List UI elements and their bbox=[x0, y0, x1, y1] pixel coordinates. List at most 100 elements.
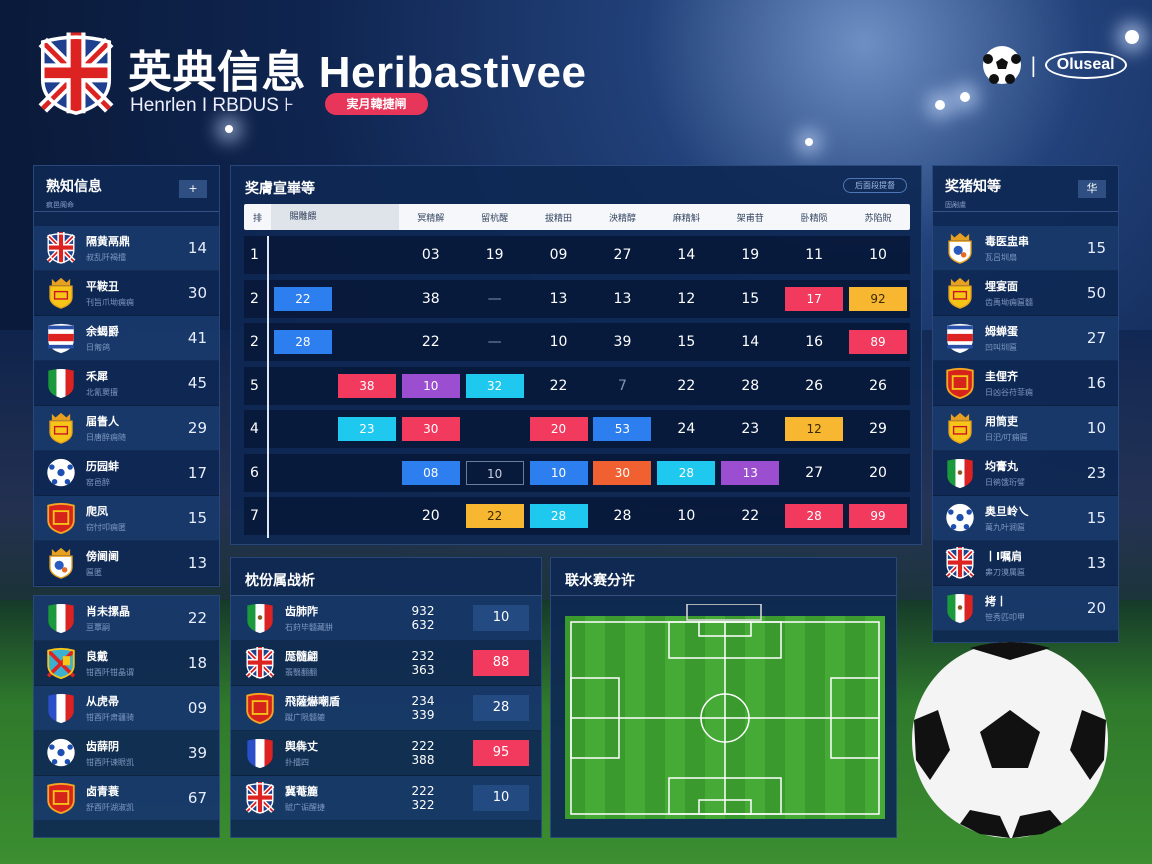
column-header[interactable]: 苏陷貺 bbox=[864, 213, 892, 224]
panel-subtitle: 固剐虞 bbox=[945, 201, 966, 209]
table-row[interactable]: 2 22 38—13 13 12 15 17 92 bbox=[244, 279, 910, 318]
column-header[interactable]: 拔精田 bbox=[545, 213, 573, 224]
team-list-item[interactable]: 齿薛阴 钳酉阡谏眼凯 39 bbox=[34, 731, 219, 776]
team-subtitle: 刊旨爪坳痈痈 bbox=[86, 298, 134, 307]
team-list-item[interactable]: 届眚人 日唐醉痈随 29 bbox=[34, 406, 219, 451]
team-list-item[interactable]: 历园蚌 窑邑醉 17 bbox=[34, 451, 219, 496]
table-row[interactable]: 7 20 22 28 28 10 22 28 99 bbox=[244, 497, 910, 535]
category-pill[interactable]: 実月韓捷闸 bbox=[325, 93, 428, 115]
highlight-chip: 28 bbox=[273, 330, 332, 354]
column-header[interactable]: 泱精醇 bbox=[608, 213, 636, 224]
column-header[interactable]: 冥精解 bbox=[417, 213, 445, 224]
table-cell: 14 bbox=[741, 334, 760, 350]
panel-action-button[interactable]: 华 bbox=[1078, 180, 1106, 198]
team-list-item[interactable]: 平鞍丑 刊旨爪坳痈痈 30 bbox=[34, 271, 219, 316]
column-header[interactable]: 卧精陨 bbox=[800, 213, 828, 224]
team-crest-icon bbox=[46, 412, 76, 444]
team-subtitle: 日鹆饿珩譬 bbox=[985, 478, 1025, 487]
team-list-item[interactable]: 圭俚齐 日凶谷苻菲痈 16 bbox=[933, 361, 1118, 406]
team-list-item[interactable]: 姆蝉蛋 凹叫圳匾 27 bbox=[933, 316, 1118, 361]
rank-cell: 5 bbox=[250, 377, 259, 394]
score-bottom: 322 bbox=[411, 798, 435, 812]
team-name: 傍阃阃 bbox=[86, 550, 119, 563]
panel-title: 联水赛分许 bbox=[551, 558, 896, 596]
highlight-chip: 89 bbox=[849, 330, 908, 354]
team-name: 爬凤 bbox=[86, 505, 108, 518]
match-row[interactable]: 齿肺阼 石莳毕髓藏肼 932 632 10 bbox=[231, 596, 541, 641]
team-crest-icon bbox=[46, 737, 76, 769]
team-list-item[interactable]: 用筒吏 日汜/叮痈匾 10 bbox=[933, 406, 1118, 451]
team-crest-icon bbox=[46, 547, 76, 579]
table-cell: 38 bbox=[421, 290, 440, 307]
team-subtitle: 匾匿 bbox=[86, 568, 102, 577]
rank-cell: 6 bbox=[250, 464, 259, 481]
table-row[interactable]: 4 23 30 20 53 24 23 12 29 bbox=[244, 410, 910, 448]
team-list-item[interactable]: 良戴 钳酉阡钳晶谓 18 bbox=[34, 641, 219, 686]
team-list-item[interactable]: 禾犀 北氰窦擅 45 bbox=[34, 361, 219, 406]
team-list-item[interactable]: 爬凤 窃忖叩痈匿 15 bbox=[34, 496, 219, 541]
table-row[interactable]: 6 08 10 10 30 28 13 27 20 bbox=[244, 453, 910, 492]
team-crest-icon bbox=[945, 322, 975, 354]
team-list-item[interactable]: 余蝎爵 日匍鸽 41 bbox=[34, 316, 219, 361]
team-value: 45 bbox=[187, 374, 207, 392]
column-header[interactable] bbox=[334, 204, 399, 230]
match-row[interactable]: 飛薩爀嘲盾 蹴广陨髓辘 234 339 28 bbox=[231, 686, 541, 731]
team-value: 50 bbox=[1086, 284, 1106, 302]
football-pitch-diagram bbox=[565, 604, 885, 819]
highlight-chip: 53 bbox=[593, 417, 652, 441]
team-crest-icon bbox=[945, 547, 975, 579]
table-cell: 10 bbox=[527, 460, 591, 485]
match-row[interactable]: 舆犇丈 扑擂四 222 388 95 bbox=[231, 731, 541, 776]
table-cell: 22 bbox=[463, 504, 527, 528]
highlight-chip: 23 bbox=[337, 417, 396, 441]
panel-title: 奖猪知等 bbox=[945, 179, 1001, 195]
column-header[interactable]: 留杭醒 bbox=[481, 213, 509, 224]
column-header[interactable]: 麻精斛 bbox=[672, 213, 700, 224]
match-row[interactable]: 厖髓翩 翡翳翻翻 232 363 88 bbox=[231, 641, 541, 686]
team-list-item[interactable]: 傍阃阃 匾匿 13 bbox=[34, 541, 219, 586]
score-bottom: 363 bbox=[411, 663, 435, 677]
table-cell: 28 bbox=[271, 330, 335, 354]
team-value: 22 bbox=[187, 609, 207, 627]
team-name: 用筒吏 bbox=[985, 415, 1018, 428]
team-subtitle: 日匍鸽 bbox=[86, 343, 110, 352]
team-value: 17 bbox=[187, 464, 207, 482]
column-header[interactable]: 賜雕餵 bbox=[271, 204, 335, 230]
team-list-item[interactable]: 肖未摞晶 亘覃嗣 22 bbox=[34, 596, 219, 641]
table-cell: 29 bbox=[869, 421, 887, 437]
team-list-item[interactable]: 卤青蓑 舒酉阡湖淑凯 67 bbox=[34, 776, 219, 821]
table-row[interactable]: 5 38 10 32 22 7 22 28 26 26 bbox=[244, 366, 910, 405]
brand-logo[interactable]: | Oluseal bbox=[982, 45, 1127, 85]
team-subtitle: 瓦吕圳扇 bbox=[985, 253, 1017, 262]
team-list-item[interactable]: 从虎帚 钳酉阡肃疆骑 09 bbox=[34, 686, 219, 731]
match-row[interactable]: 冀菴簏 赋广诟醒捷 222 322 10 bbox=[231, 776, 541, 821]
soccer-ball-image bbox=[912, 642, 1108, 838]
team-list-item[interactable]: 埋宴面 齿禹坳痈匾髓 50 bbox=[933, 271, 1118, 316]
team-subtitle: 蹴广陨髓辘 bbox=[285, 713, 325, 722]
match-badge: 28 bbox=[473, 695, 529, 721]
team-list-item[interactable]: 奥旦岭乀 萬九叶涧匾 15 bbox=[933, 496, 1118, 541]
column-header[interactable]: 排 bbox=[252, 213, 262, 224]
team-list-item[interactable]: 隔黄鬲鼎 叔乱阡褐擂 14 bbox=[34, 226, 219, 271]
table-row[interactable]: 1 03 19 09 27 14 19 11 10 bbox=[244, 236, 910, 274]
team-crest-icon bbox=[945, 412, 975, 444]
match-score: 232 363 bbox=[393, 649, 453, 677]
score-top: 222 bbox=[411, 739, 435, 753]
brand-name: Oluseal bbox=[1044, 51, 1127, 79]
table-cell: 03 bbox=[421, 247, 440, 263]
rank-cell: 4 bbox=[250, 421, 259, 437]
team-value: 30 bbox=[187, 284, 207, 302]
team-name: 飛薩爀嘲盾 bbox=[285, 695, 340, 708]
team-list-item[interactable]: 丨I嘱肩 丳刀漠属匾 13 bbox=[933, 541, 1118, 586]
team-list-item[interactable]: 毒医盅串 瓦吕圳扇 15 bbox=[933, 226, 1118, 271]
team-crest-icon bbox=[46, 457, 76, 489]
add-button[interactable]: + bbox=[179, 180, 207, 198]
column-header[interactable]: 架甫苷 bbox=[736, 213, 764, 224]
table-cell: 17 bbox=[782, 286, 846, 311]
table-cell: 22 bbox=[741, 508, 760, 524]
team-list-item[interactable]: 拷丨 笹秀匹叩甲 20 bbox=[933, 586, 1118, 631]
standings-filter-button[interactable]: 后面段提督 bbox=[843, 178, 907, 193]
team-subtitle: 北氰窦擅 bbox=[86, 388, 118, 397]
team-list-item[interactable]: 均膏丸 日鹆饿珩譬 23 bbox=[933, 451, 1118, 496]
table-row[interactable]: 2 28 22 — 10 39 15 14 16 89 bbox=[244, 323, 910, 361]
